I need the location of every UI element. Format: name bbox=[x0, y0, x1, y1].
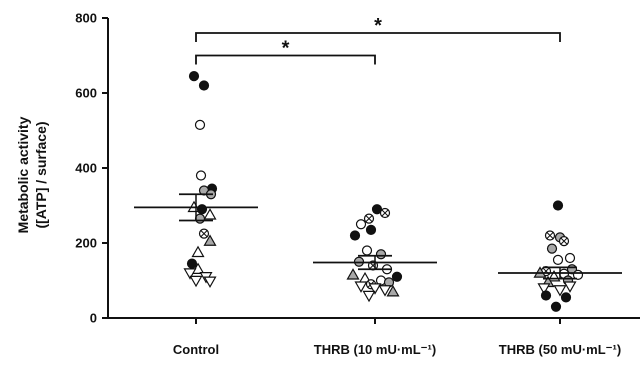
data-point-gray-triangle-up bbox=[386, 285, 400, 297]
data-point-open-triangle-down bbox=[378, 285, 392, 297]
data-points bbox=[183, 71, 584, 312]
data-point-filled-circle bbox=[371, 204, 383, 215]
data-point-filled-circle bbox=[349, 230, 361, 241]
data-point-filled-circle bbox=[365, 224, 377, 235]
data-point-filled-circle bbox=[365, 224, 377, 235]
data-point-filled-circle bbox=[550, 301, 562, 312]
data-point-open-circle bbox=[195, 170, 207, 181]
mean-sem-bars bbox=[134, 193, 622, 280]
data-point-filled-circle bbox=[198, 80, 210, 91]
data-point-open-circle bbox=[361, 245, 373, 256]
data-point-crossed-circle bbox=[379, 207, 391, 219]
data-point-filled-circle bbox=[540, 290, 552, 301]
data-point-open-circle bbox=[194, 119, 206, 130]
data-point-gray-circle bbox=[194, 213, 206, 224]
data-point-gray-circle bbox=[375, 249, 387, 260]
data-point-open-triangle-down bbox=[362, 290, 376, 303]
data-point-filled-circle bbox=[540, 290, 552, 301]
data-point-gray-circle bbox=[546, 243, 558, 254]
x-axis-ticks: Control THRB (10 mU·mL⁻¹) THRB (50 mU·mL⁻¹… bbox=[173, 318, 621, 357]
data-point-open-circle bbox=[361, 245, 373, 256]
data-point-gray-circle bbox=[194, 213, 206, 224]
y-tick-label: 800 bbox=[75, 11, 97, 26]
significance-bracket bbox=[195, 32, 561, 42]
cross-stroke bbox=[200, 230, 208, 238]
y-tick-label: 200 bbox=[75, 236, 97, 251]
data-point-open-triangle-down bbox=[537, 283, 551, 295]
data-point-open-triangle-up bbox=[191, 245, 205, 258]
data-point-filled-circle bbox=[198, 80, 210, 91]
y-axis-label: Metabolic activity ([ATP] / surface) bbox=[15, 116, 49, 233]
data-point-open-circle bbox=[194, 119, 206, 130]
significance-brackets: ** bbox=[195, 15, 561, 65]
data-point-filled-circle bbox=[186, 258, 198, 269]
data-point-gray-triangle-up bbox=[346, 268, 360, 280]
significance-star: * bbox=[282, 38, 290, 60]
data-point-filled-circle bbox=[188, 71, 200, 82]
data-point-open-circle bbox=[564, 252, 576, 264]
y-axis-ticks: 0 200 400 600 800 bbox=[75, 11, 108, 326]
x-tick-label: THRB (10 mU·mL⁻¹) bbox=[314, 342, 436, 357]
data-point-open-circle bbox=[552, 254, 564, 265]
significance-star: * bbox=[374, 15, 382, 37]
data-point-gray-triangle-up bbox=[203, 234, 217, 246]
data-point-filled-circle bbox=[188, 71, 200, 82]
data-point-filled-circle bbox=[552, 200, 564, 211]
y-tick-label: 600 bbox=[75, 86, 97, 101]
data-point-filled-circle bbox=[196, 204, 208, 215]
data-point-open-circle bbox=[564, 252, 576, 264]
data-point-filled-circle bbox=[196, 204, 208, 215]
data-point-filled-circle bbox=[391, 271, 403, 282]
data-point-open-circle bbox=[355, 219, 367, 230]
x-tick-label: THRB (50 mU·mL⁻¹) bbox=[499, 342, 621, 357]
data-point-filled-circle bbox=[371, 204, 383, 215]
data-point-open-triangle-down bbox=[189, 275, 203, 288]
y-axis-label-line2: ([ATP] / surface) bbox=[33, 121, 49, 228]
data-point-filled-circle bbox=[560, 292, 572, 303]
data-point-open-triangle-down bbox=[368, 283, 382, 295]
data-point-gray-circle bbox=[375, 249, 387, 260]
cross-stroke bbox=[365, 215, 373, 223]
cross-stroke bbox=[381, 209, 389, 217]
cross-stroke bbox=[546, 231, 554, 240]
data-point-open-triangle-down bbox=[183, 268, 197, 280]
data-point-gray-circle bbox=[546, 243, 558, 254]
data-point-crossed-circle bbox=[198, 228, 210, 239]
y-tick-label: 0 bbox=[90, 311, 97, 326]
data-point-filled-circle bbox=[349, 230, 361, 241]
data-point-crossed-circle bbox=[544, 230, 556, 241]
y-axis-label-line1: Metabolic activity bbox=[15, 116, 31, 233]
data-point-open-triangle-down bbox=[553, 285, 567, 297]
data-point-crossed-circle bbox=[363, 213, 375, 224]
data-point-open-circle bbox=[552, 254, 564, 265]
data-point-open-circle bbox=[195, 170, 207, 181]
data-point-filled-circle bbox=[552, 200, 564, 211]
data-point-open-triangle-down bbox=[563, 281, 577, 293]
data-point-open-triangle-down bbox=[203, 276, 217, 288]
data-point-crossed-circle bbox=[558, 236, 570, 247]
data-point-open-triangle-up bbox=[203, 208, 217, 220]
cross-stroke bbox=[560, 237, 568, 245]
data-point-filled-circle bbox=[391, 271, 403, 282]
data-point-filled-circle bbox=[560, 292, 572, 303]
significance-bracket bbox=[195, 54, 376, 65]
data-point-filled-circle bbox=[186, 258, 198, 269]
data-point-open-triangle-down bbox=[354, 281, 368, 293]
data-point-open-circle bbox=[355, 219, 367, 230]
y-tick-label: 400 bbox=[75, 161, 97, 176]
data-point-filled-circle bbox=[550, 301, 562, 312]
x-tick-label: Control bbox=[173, 342, 219, 357]
